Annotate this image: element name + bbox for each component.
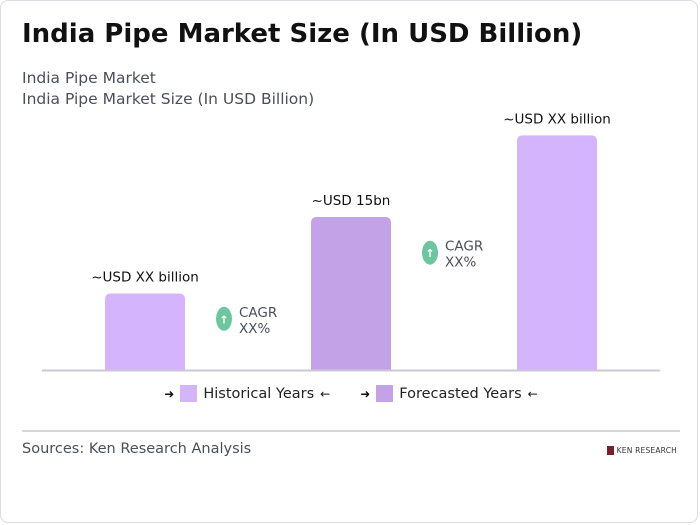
up-arrow-glyph: ↑ bbox=[219, 313, 228, 326]
legend-label-historical: Historical Years bbox=[203, 385, 315, 402]
subtitle-market: India Pipe Market bbox=[22, 69, 156, 87]
bar-3 bbox=[517, 135, 597, 370]
chart-title: India Pipe Market Size (In USD Billion) bbox=[22, 19, 583, 49]
data-label-2: ~USD 15bn bbox=[312, 193, 391, 209]
legend-label-forecast: Forecasted Years bbox=[399, 385, 522, 402]
chart-subtitle: India Pipe Market India Pipe Market Size… bbox=[22, 68, 314, 110]
logo-mark-icon bbox=[606, 446, 614, 455]
data-label-3: ~USD XX billion bbox=[503, 111, 611, 127]
arrow-left-icon: ← bbox=[320, 386, 331, 401]
growth-arrow-icon bbox=[422, 240, 438, 265]
legend-historical: ➜ Historical Years ← bbox=[164, 385, 330, 402]
ken-research-logo: KEN RESEARCH bbox=[606, 446, 677, 455]
data-label-1: ~USD XX billion bbox=[91, 270, 199, 286]
bar-chart: ~USD XX billion ~USD 15bn ~USD XX billion ↑… bbox=[42, 111, 660, 372]
cagr-label: CAGR bbox=[239, 305, 277, 321]
up-arrow-glyph: ↑ bbox=[425, 247, 434, 260]
bar-2 bbox=[311, 217, 391, 370]
cagr-value: XX% bbox=[445, 255, 476, 271]
legend-swatch-historical bbox=[180, 385, 198, 402]
source-note: Sources: Ken Research Analysis bbox=[22, 441, 252, 457]
legend-forecast: ➜ Forecasted Years ← bbox=[360, 385, 538, 402]
cagr-value: XX% bbox=[239, 321, 270, 337]
bar-1 bbox=[105, 293, 185, 370]
logo-text: KEN RESEARCH bbox=[616, 446, 677, 455]
growth-arrow-icon bbox=[216, 306, 232, 331]
footer-divider bbox=[22, 430, 680, 432]
legend: ➜ Historical Years ← ➜ Forecasted Years … bbox=[1, 385, 697, 402]
arrow-right-icon: ➜ bbox=[164, 386, 175, 401]
arrow-left-icon: ← bbox=[527, 386, 538, 401]
subtitle-measure: India Pipe Market Size (In USD Billion) bbox=[22, 90, 315, 108]
legend-swatch-forecast bbox=[376, 385, 394, 402]
arrow-right-icon: ➜ bbox=[360, 386, 371, 401]
cagr-label: CAGR bbox=[445, 239, 483, 255]
